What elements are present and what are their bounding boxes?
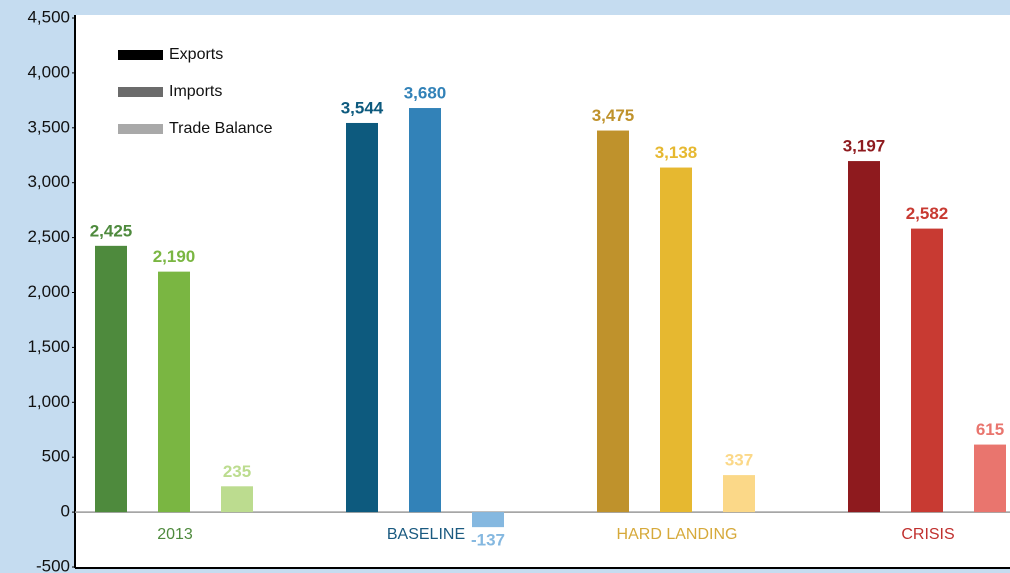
y-tick-label: 3,500: [27, 117, 70, 136]
value-label: 3,197: [843, 137, 886, 156]
bar: [848, 161, 880, 513]
x-tick-label: BASELINE: [387, 526, 465, 543]
value-label: 235: [223, 462, 251, 481]
bar: [472, 512, 504, 528]
value-label: 2,582: [906, 204, 949, 223]
bar: [974, 444, 1006, 513]
bar: [409, 108, 441, 513]
y-tick-label: 1,000: [27, 392, 70, 411]
x-tick-label: HARD LANDING: [617, 526, 738, 543]
y-tick-label: 1,500: [27, 337, 70, 356]
value-label: 3,475: [592, 106, 635, 125]
legend-label: Trade Balance: [169, 120, 273, 137]
value-label: 615: [976, 420, 1004, 439]
y-tick-label: 500: [42, 447, 70, 466]
bar: [911, 228, 943, 513]
legend-swatch: [118, 50, 163, 60]
bar: [723, 475, 755, 513]
legend-label: Imports: [169, 83, 222, 100]
x-tick-label: CRISIS: [901, 526, 954, 543]
bar: [95, 245, 127, 513]
y-tick-label: 0: [61, 502, 70, 521]
bar: [660, 167, 692, 513]
y-tick-label: 3,000: [27, 172, 70, 191]
y-tick-label: -500: [36, 556, 70, 573]
bar: [221, 486, 253, 513]
bar: [158, 271, 190, 513]
legend-label: Exports: [169, 46, 223, 63]
bar: [346, 122, 378, 513]
x-tick-label: 2013: [157, 526, 193, 543]
value-label: -137: [471, 531, 505, 550]
value-label: 3,138: [655, 143, 698, 162]
legend-swatch: [118, 87, 163, 97]
y-tick-label: 2,000: [27, 282, 70, 301]
value-label: 2,190: [153, 247, 196, 266]
value-label: 337: [725, 451, 753, 470]
y-tick-label: 2,500: [27, 227, 70, 246]
y-tick-label: 4,000: [27, 62, 70, 81]
legend-swatch: [118, 124, 163, 134]
value-label: 3,544: [341, 98, 384, 117]
bar: [597, 130, 629, 513]
value-label: 2,425: [90, 221, 133, 240]
y-tick-label: 4,500: [27, 7, 70, 26]
value-label: 3,680: [404, 84, 447, 103]
